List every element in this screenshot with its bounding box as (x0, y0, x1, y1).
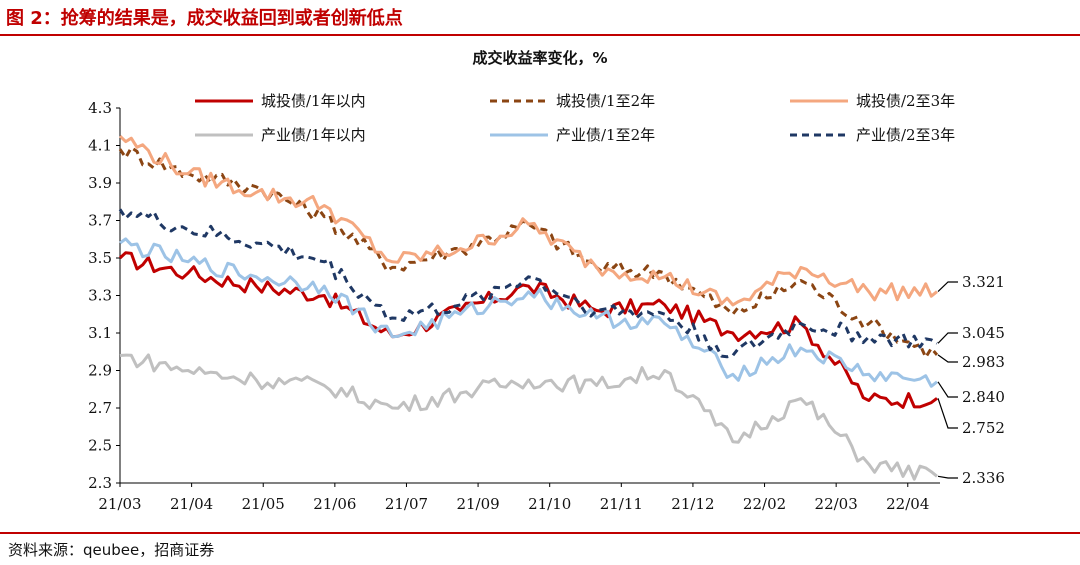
legend-label: 产业债/1至2年 (556, 126, 655, 144)
x-tick-label: 21/10 (528, 495, 571, 513)
y-tick-label: 4.3 (88, 99, 112, 117)
y-tick-label: 3.7 (88, 212, 112, 230)
legend-label: 产业债/1年以内 (261, 126, 366, 144)
legend-label: 城投债/2至3年 (856, 92, 955, 110)
series-lines (118, 135, 939, 481)
end-value-label: 2.752 (962, 419, 1005, 437)
end-label-leader (937, 398, 958, 429)
legend-label: 城投债/1年以内 (261, 92, 366, 110)
x-tick-label: 21/03 (98, 495, 141, 513)
end-label-leader (937, 281, 958, 293)
end-label-leader (937, 332, 958, 344)
x-tick-label: 21/06 (313, 495, 356, 513)
y-tick-label: 2.7 (88, 399, 112, 417)
y-tick-label: 3.3 (88, 287, 112, 305)
y-tick-label: 2.5 (88, 437, 112, 455)
x-tick-label: 22/03 (815, 495, 858, 513)
end-value-label: 3.321 (962, 273, 1005, 291)
series-line-2 (118, 135, 938, 307)
footer-divider (0, 532, 1080, 534)
y-tick-label: 4.1 (88, 137, 112, 155)
end-value-label: 2.336 (962, 469, 1005, 487)
series-line-4 (119, 237, 938, 388)
end-label-leader (937, 381, 958, 398)
y-tick-label: 3.5 (88, 249, 112, 267)
x-tick-label: 22/02 (743, 495, 786, 513)
end-value-label: 2.840 (962, 388, 1005, 406)
x-tick-label: 22/04 (886, 495, 929, 513)
y-tick-label: 2.9 (88, 362, 112, 380)
legend-label: 产业债/2至3年 (856, 126, 955, 144)
x-tick-label: 21/05 (242, 495, 285, 513)
chart-title: 成交收益率变化，% (472, 49, 607, 67)
end-value-label: 2.983 (962, 353, 1005, 371)
x-tick-label: 21/12 (671, 495, 714, 513)
y-tick-label: 3.1 (88, 324, 112, 342)
source-note: 资料来源：qeubee，招商证券 (8, 541, 215, 559)
series-line-3 (119, 353, 938, 481)
series-line-5 (118, 208, 938, 359)
x-tick-label: 21/07 (385, 495, 428, 513)
figure-title: 图 2：抢筹的结果是，成交收益回到或者创新低点 (6, 8, 403, 29)
y-tick-label: 2.3 (88, 474, 112, 492)
x-tick-label: 21/04 (170, 495, 213, 513)
y-tick-label: 3.9 (88, 174, 112, 192)
series-line-1 (118, 146, 939, 359)
axes: 4.3 4.1 3.9 3.7 3.5 3.3 3.1 2.9 2.7 2.5 2.3 21/03 21… (88, 99, 940, 513)
end-label-leader (937, 354, 958, 363)
x-tick-label: 21/09 (456, 495, 499, 513)
end-label-leader (937, 475, 958, 479)
header-divider (0, 34, 1080, 36)
end-value-label: 3.045 (962, 324, 1005, 342)
x-tick-label: 21/11 (600, 495, 643, 513)
end-labels: 3.321 3.045 2.983 2.840 2.752 2.336 (937, 273, 1005, 487)
legend-label: 城投债/1至2年 (556, 92, 655, 110)
